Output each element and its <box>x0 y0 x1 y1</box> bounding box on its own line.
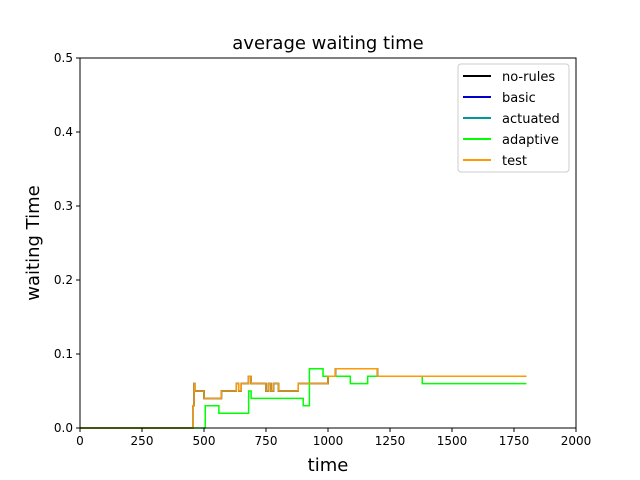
legend-label-actuated: actuated <box>502 112 560 127</box>
x-tick-label: 250 <box>131 434 154 448</box>
y-tick-label: 0.3 <box>54 199 73 213</box>
series-line-adaptive <box>80 368 527 429</box>
x-tick-label: 750 <box>255 434 278 448</box>
chart-title: average waiting time <box>232 33 423 54</box>
x-tick-label: 1000 <box>313 434 344 448</box>
y-axis-label: waiting Time <box>23 185 44 300</box>
y-tick-label: 0.0 <box>54 421 73 435</box>
y-tick-label: 0.2 <box>54 273 73 287</box>
x-tick-label: 500 <box>193 434 216 448</box>
x-axis: 0 250 500 750 1000 1250 1500 1750 2000 <box>76 428 591 448</box>
legend-label-test: test <box>502 154 527 169</box>
x-tick-label: 0 <box>76 434 84 448</box>
x-axis-label: time <box>308 455 349 476</box>
series-layer <box>80 368 527 429</box>
y-axis: 0.0 0.1 0.2 0.3 0.4 0.5 <box>54 51 80 435</box>
x-tick-label: 1250 <box>375 434 406 448</box>
x-tick-label: 1500 <box>437 434 468 448</box>
legend-label-basic: basic <box>502 91 536 106</box>
legend-items: no-rules basic actuated adaptive test <box>463 70 560 169</box>
legend-box <box>457 63 570 173</box>
y-tick-label: 0.1 <box>54 347 73 361</box>
x-tick-label: 1750 <box>499 434 530 448</box>
legend-label-adaptive: adaptive <box>502 133 559 148</box>
series-line-test <box>80 368 527 429</box>
legend-label-no-rules: no-rules <box>502 70 555 85</box>
y-tick-label: 0.4 <box>54 125 73 139</box>
legend: no-rules basic actuated adaptive test <box>457 63 570 173</box>
x-tick-label: 2000 <box>561 434 592 448</box>
y-tick-label: 0.5 <box>54 51 73 65</box>
